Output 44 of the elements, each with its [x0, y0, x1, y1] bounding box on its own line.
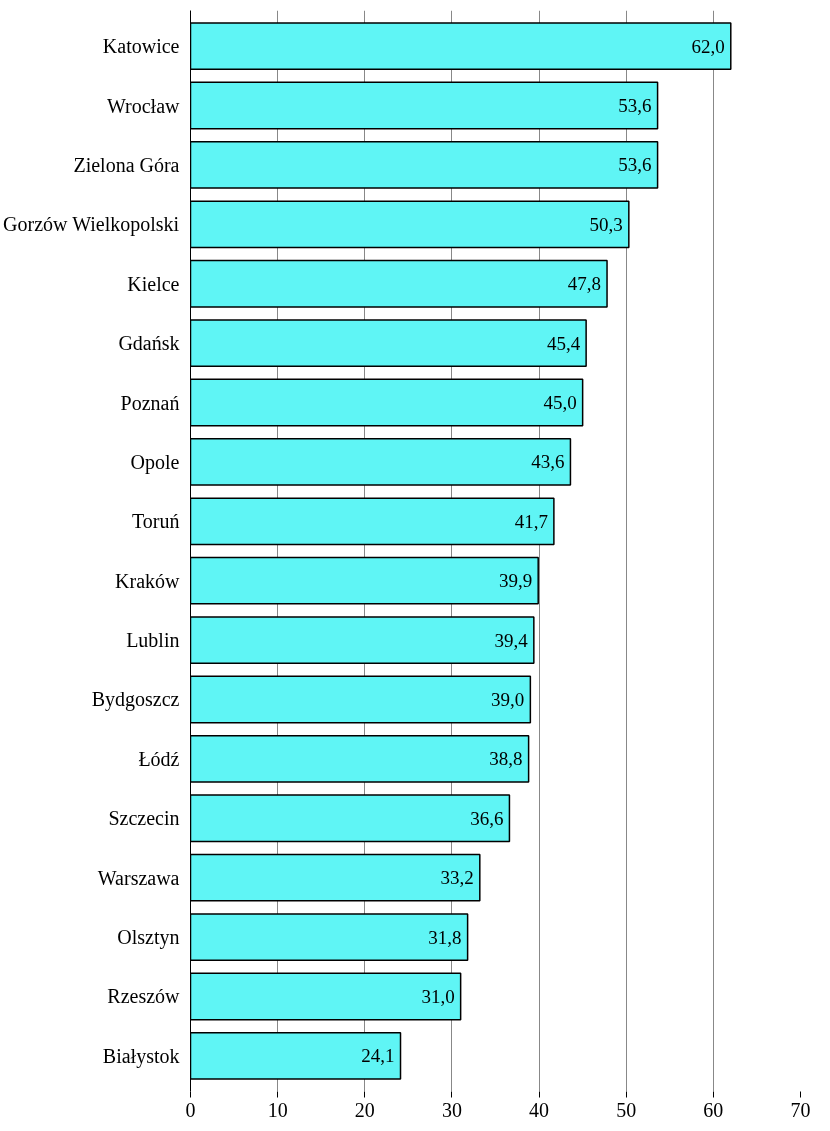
y-tick-label: Łódź	[138, 747, 180, 770]
data-label: 45,4	[546, 332, 581, 354]
data-label: 39,9	[498, 570, 533, 592]
y-tick-label: Gorzów Wielkopolski	[3, 213, 180, 237]
y-tick-label: Wrocław	[107, 94, 181, 117]
x-tick-label: 0	[185, 1098, 196, 1121]
data-label: 53,6	[618, 95, 652, 117]
y-tick-label: Bydgoszcz	[91, 688, 180, 712]
data-label: 38,8	[489, 748, 523, 770]
x-tick-label: 30	[441, 1098, 462, 1121]
data-label: 62,0	[691, 35, 725, 57]
x-tick-label: 10	[267, 1098, 288, 1121]
x-tick-label: 70	[790, 1098, 811, 1121]
y-tick-label: Opole	[130, 450, 180, 474]
data-label: 41,7	[514, 510, 548, 532]
data-label: 43,6	[531, 451, 565, 473]
data-label: 50,3	[589, 213, 623, 235]
y-tick-label: Kielce	[127, 272, 180, 295]
y-tick-label: Zielona Góra	[73, 153, 180, 176]
data-label: 47,8	[567, 273, 602, 295]
x-tick-label: 40	[529, 1098, 550, 1121]
y-tick-label: Szczecin	[108, 807, 180, 830]
data-label: 39,4	[494, 629, 529, 651]
y-tick-label: Gdańsk	[118, 332, 180, 355]
data-label: 33,2	[440, 867, 474, 889]
y-tick-label: Kraków	[115, 569, 181, 592]
data-label: 31,0	[421, 985, 455, 1007]
data-label: 24,1	[361, 1045, 395, 1067]
x-tick-label: 60	[703, 1098, 724, 1121]
y-tick-label: Poznań	[120, 391, 180, 414]
x-tick-label: 20	[354, 1098, 375, 1121]
y-tick-label: Warszawa	[97, 866, 180, 889]
y-tick-label: Katowice	[102, 35, 180, 58]
y-tick-label: Toruń	[132, 510, 180, 533]
y-tick-label: Rzeszów	[107, 985, 181, 1008]
data-label: 45,0	[543, 392, 577, 414]
x-tick-label: 50	[616, 1098, 637, 1121]
data-label: 36,6	[470, 807, 504, 829]
y-tick-label: Białystok	[102, 1044, 180, 1068]
data-label: 39,0	[491, 688, 525, 710]
data-label: 31,8	[428, 926, 462, 948]
y-tick-label: Olsztyn	[117, 926, 180, 950]
y-tick-label: Lublin	[126, 629, 180, 652]
data-label: 53,6	[618, 154, 652, 176]
